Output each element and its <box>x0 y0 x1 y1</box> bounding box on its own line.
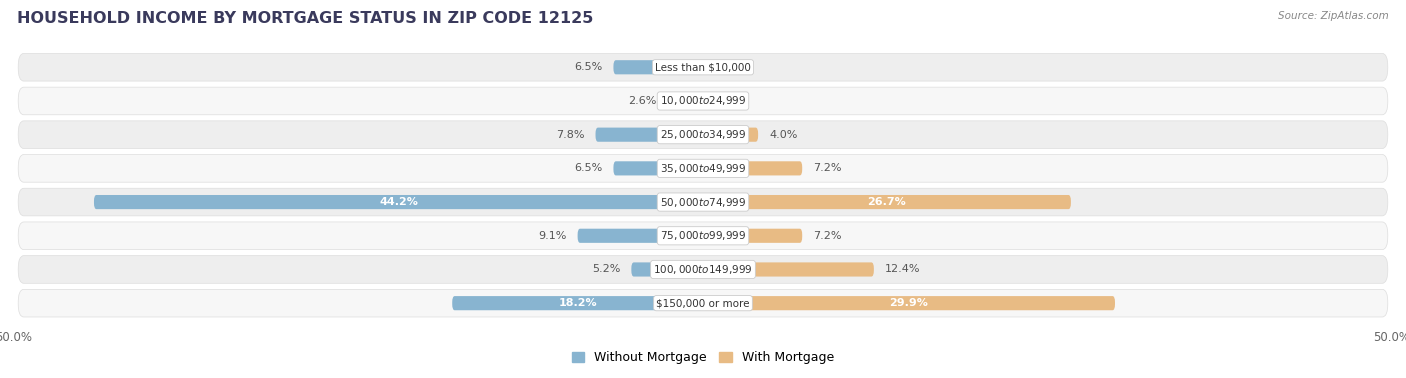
Text: $150,000 or more: $150,000 or more <box>657 298 749 308</box>
FancyBboxPatch shape <box>703 128 758 142</box>
FancyBboxPatch shape <box>703 296 1115 310</box>
FancyBboxPatch shape <box>18 87 1388 115</box>
Text: $100,000 to $149,999: $100,000 to $149,999 <box>654 263 752 276</box>
Text: 4.0%: 4.0% <box>769 130 797 139</box>
Text: $35,000 to $49,999: $35,000 to $49,999 <box>659 162 747 175</box>
Text: 12.4%: 12.4% <box>884 265 921 274</box>
Text: 7.2%: 7.2% <box>813 231 842 241</box>
FancyBboxPatch shape <box>18 289 1388 317</box>
Text: 7.8%: 7.8% <box>555 130 585 139</box>
Text: $75,000 to $99,999: $75,000 to $99,999 <box>659 229 747 242</box>
Text: 26.7%: 26.7% <box>868 197 907 207</box>
FancyBboxPatch shape <box>18 256 1388 283</box>
Text: $10,000 to $24,999: $10,000 to $24,999 <box>659 94 747 107</box>
FancyBboxPatch shape <box>668 94 703 108</box>
Text: 18.2%: 18.2% <box>558 298 598 308</box>
FancyBboxPatch shape <box>18 222 1388 249</box>
FancyBboxPatch shape <box>703 195 1071 209</box>
Text: Source: ZipAtlas.com: Source: ZipAtlas.com <box>1278 11 1389 21</box>
Text: $50,000 to $74,999: $50,000 to $74,999 <box>659 195 747 209</box>
Text: 44.2%: 44.2% <box>380 197 418 207</box>
Text: $25,000 to $34,999: $25,000 to $34,999 <box>659 128 747 141</box>
FancyBboxPatch shape <box>613 161 703 175</box>
Text: Less than $10,000: Less than $10,000 <box>655 62 751 72</box>
Text: 29.9%: 29.9% <box>890 298 928 308</box>
FancyBboxPatch shape <box>596 128 703 142</box>
Legend: Without Mortgage, With Mortgage: Without Mortgage, With Mortgage <box>567 346 839 369</box>
FancyBboxPatch shape <box>703 262 875 277</box>
Text: 6.5%: 6.5% <box>574 62 602 72</box>
FancyBboxPatch shape <box>18 121 1388 149</box>
FancyBboxPatch shape <box>631 262 703 277</box>
Text: 7.2%: 7.2% <box>813 163 842 174</box>
Text: 6.5%: 6.5% <box>574 163 602 174</box>
FancyBboxPatch shape <box>703 161 803 175</box>
FancyBboxPatch shape <box>18 188 1388 216</box>
FancyBboxPatch shape <box>18 155 1388 182</box>
FancyBboxPatch shape <box>703 229 803 243</box>
Text: 5.2%: 5.2% <box>592 265 620 274</box>
Text: 2.6%: 2.6% <box>627 96 657 106</box>
FancyBboxPatch shape <box>578 229 703 243</box>
FancyBboxPatch shape <box>453 296 703 310</box>
Text: 0.0%: 0.0% <box>714 96 742 106</box>
FancyBboxPatch shape <box>18 53 1388 81</box>
FancyBboxPatch shape <box>613 60 703 74</box>
Text: 0.0%: 0.0% <box>714 62 742 72</box>
Text: 9.1%: 9.1% <box>538 231 567 241</box>
FancyBboxPatch shape <box>94 195 703 209</box>
Text: HOUSEHOLD INCOME BY MORTGAGE STATUS IN ZIP CODE 12125: HOUSEHOLD INCOME BY MORTGAGE STATUS IN Z… <box>17 11 593 26</box>
